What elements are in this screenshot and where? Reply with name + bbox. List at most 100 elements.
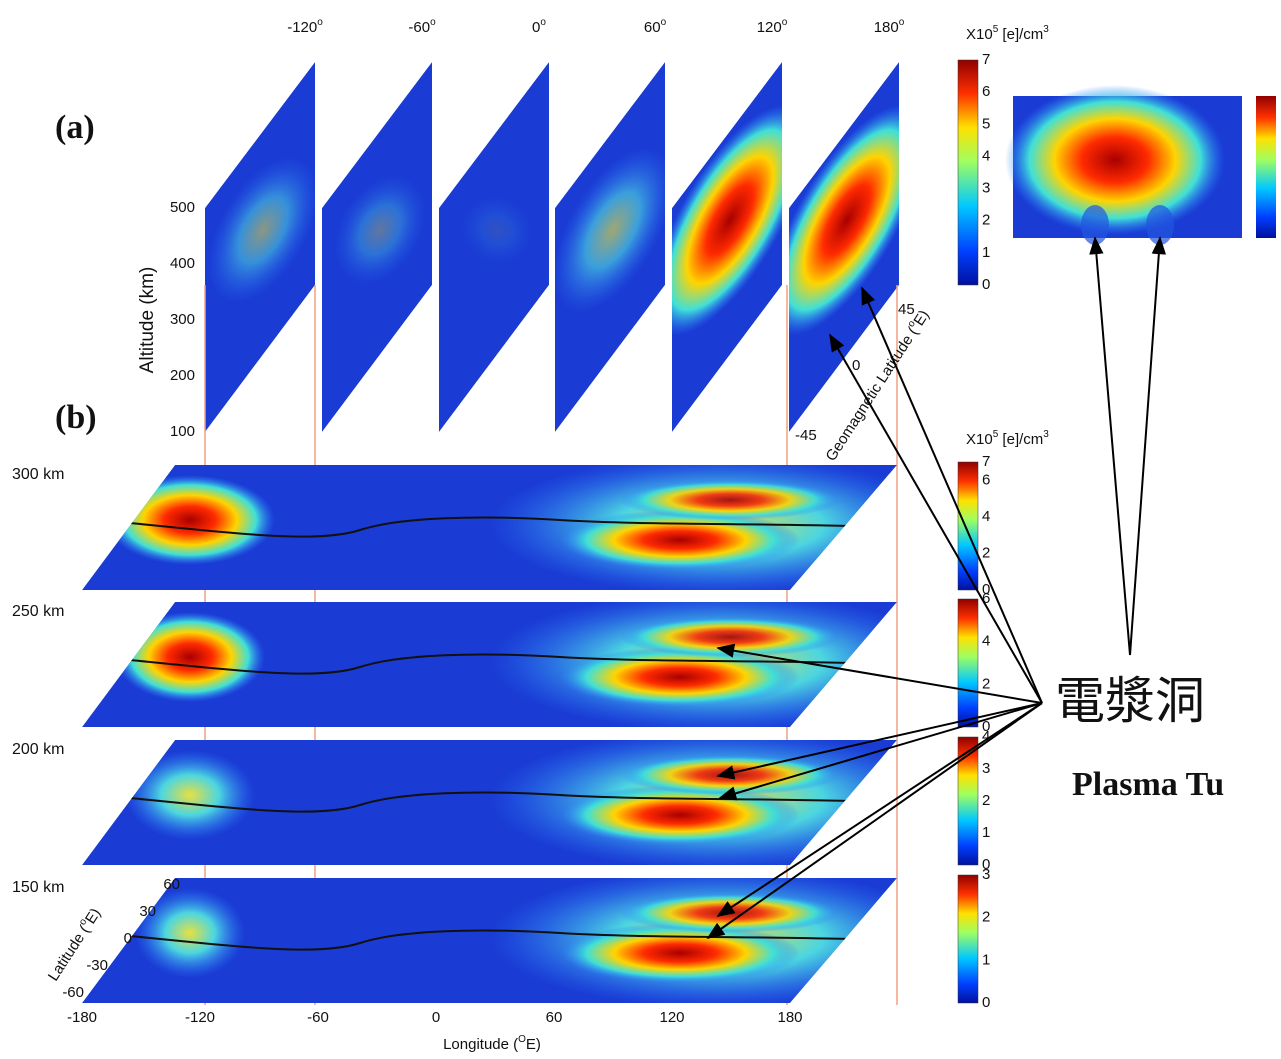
altitude-tick: 100: [170, 423, 195, 440]
longitude-tick: -60: [307, 1009, 329, 1026]
density-patch: [620, 893, 840, 933]
longitude-title: Longitude (OE): [443, 1034, 541, 1053]
latitude-tick: -30: [86, 957, 108, 974]
annotation-chinese: 電漿洞: [1055, 673, 1205, 729]
colorbar-unit: X105 [e]/cm3: [966, 24, 1049, 43]
colorbar-tick: 1: [982, 951, 990, 968]
longitude-label: 60o: [644, 17, 667, 36]
slice: [316, 62, 444, 432]
longitude-label-part: -60: [408, 19, 430, 36]
density-patch: [115, 612, 265, 702]
longitude-tick: -180: [67, 1009, 97, 1026]
inset-colorbar: [1256, 96, 1276, 238]
colorbar: [958, 599, 978, 727]
arrow: [830, 335, 1042, 703]
altitude-tick: 200: [170, 367, 195, 384]
altitude-tick: 300: [170, 311, 195, 328]
density-patch: [135, 888, 245, 978]
colorbar-unit-part: X10: [966, 26, 993, 43]
colorbar: [958, 875, 978, 1003]
colorbar-unit-part: [e]/cm: [998, 26, 1043, 43]
colorbar-tick: 2: [982, 792, 990, 809]
longitude-title-part: Longitude (: [443, 1036, 518, 1053]
longitude-label-part: o: [782, 17, 788, 28]
longitude-label-part: 120: [757, 19, 782, 36]
colorbar-tick: 6: [982, 83, 990, 100]
altitude-layer-label: 150 km: [12, 879, 64, 896]
altitude-layer-label: 300 km: [12, 466, 64, 483]
colorbar-tick: 0: [982, 276, 990, 293]
colorbar-unit: X105 [e]/cm3: [966, 429, 1049, 448]
density-patch: [105, 475, 275, 565]
longitude-label-part: o: [899, 17, 905, 28]
colorbar: [958, 60, 978, 285]
longitude-tick: -120: [185, 1009, 215, 1026]
longitude-label: -120o: [287, 17, 323, 36]
annotation-english: Plasma Tu: [1072, 766, 1224, 803]
altitude-layer-label: 200 km: [12, 741, 64, 758]
arrow: [862, 288, 1042, 703]
longitude-label-part: 180: [874, 19, 899, 36]
colorbar-tick: 3: [982, 180, 990, 197]
slice: [185, 62, 340, 432]
layer: [82, 868, 950, 1008]
latitude-tick: 0: [124, 930, 132, 947]
latitude-tick: -60: [62, 984, 84, 1001]
longitude-tick: 120: [659, 1009, 684, 1026]
longitude-label-part: o: [317, 17, 323, 28]
longitude-tick: 60: [546, 1009, 563, 1026]
panel-label: (b): [55, 399, 97, 436]
altitude-tick: 500: [170, 199, 195, 216]
longitude-tick: 180: [777, 1009, 802, 1026]
density-patch: [620, 480, 840, 520]
geomag-tick: 0: [852, 357, 860, 374]
altitude-tick: 400: [170, 255, 195, 272]
longitude-label-part: o: [430, 17, 436, 28]
colorbar-unit-part: [e]/cm: [998, 431, 1043, 448]
colorbar-tick: 5: [982, 115, 990, 132]
longitude-title-part: E): [526, 1036, 541, 1053]
colorbar-tick: 1: [982, 824, 990, 841]
colorbar-tick: 2: [982, 544, 990, 561]
colorbar-tick: 2: [982, 675, 990, 692]
latitude-title-part: Latitude (: [45, 922, 93, 984]
geomag-tick: -45: [795, 427, 817, 444]
latitude-tick: 30: [139, 903, 156, 920]
longitude-label-part: o: [540, 17, 546, 28]
longitude-label: -60o: [408, 17, 436, 36]
colorbar-tick: 2: [982, 212, 990, 229]
colorbar-tick: 3: [982, 866, 990, 883]
colorbar-tick: 7: [982, 453, 990, 470]
longitude-label-part: 60: [644, 19, 661, 36]
longitude-label-part: 0: [532, 19, 540, 36]
inset-patch: [1005, 85, 1225, 235]
arrow: [1095, 238, 1130, 655]
longitude-tick: 0: [432, 1009, 440, 1026]
colorbar-tick: 4: [982, 147, 990, 164]
colorbar-tick: 3: [982, 760, 990, 777]
altitude-layer-label: 250 km: [12, 603, 64, 620]
colorbar-tick: 0: [982, 994, 990, 1011]
slice: [439, 62, 549, 432]
longitude-label: 0o: [532, 17, 546, 36]
colorbar-tick: 6: [982, 471, 990, 488]
colorbar-tick: 4: [982, 633, 990, 650]
longitude-label: 120o: [757, 17, 788, 36]
colorbar-tick: 1: [982, 244, 990, 261]
altitude-title: Altitude (km): [137, 267, 158, 374]
density-patch: [620, 755, 840, 795]
colorbar-unit-part: 3: [1043, 429, 1049, 440]
colorbar-tick: 7: [982, 51, 990, 68]
colorbar: [958, 462, 978, 590]
longitude-label: 180o: [874, 17, 905, 36]
layer: [82, 455, 950, 595]
figure: -120o-60o0o60o120o180o(a)(b)500400300200…: [0, 0, 1281, 1059]
panel-label: (a): [55, 109, 95, 146]
panels: [82, 60, 1276, 1008]
longitude-label-part: o: [661, 17, 667, 28]
colorbar-unit-part: 3: [1043, 24, 1049, 35]
density-patch: [125, 750, 255, 840]
latitude-tick: 60: [163, 876, 180, 893]
arrow: [1130, 238, 1160, 655]
colorbar-unit-part: X10: [966, 431, 993, 448]
